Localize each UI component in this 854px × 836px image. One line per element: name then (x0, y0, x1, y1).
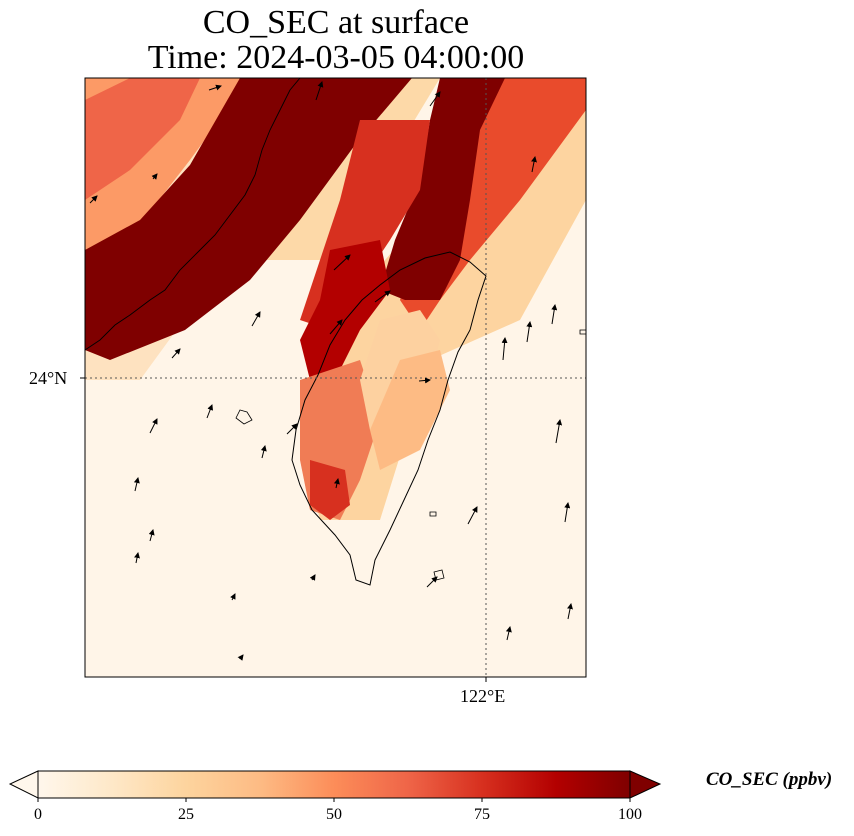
lon-tick-label: 122°E (460, 686, 506, 706)
plume-east-core (380, 78, 505, 300)
colorbar-tick-label: 0 (34, 806, 42, 823)
colorbar-extend-high (629, 770, 662, 799)
plume-strait-core (300, 240, 390, 380)
wind-arrow (148, 529, 155, 542)
colorbar-extend-low (8, 770, 39, 799)
colorbar-tick-label: 75 (474, 806, 490, 823)
chart-title-line-2: Time: 2024-03-05 04:00:00 (147, 39, 525, 76)
wind-arrow (309, 574, 316, 581)
wind-arrow (260, 445, 267, 459)
wind-vectors (89, 81, 573, 661)
mainland-coastline (84, 77, 301, 351)
wind-arrow (505, 626, 512, 641)
wind-arrow (501, 337, 508, 361)
wind-arrow (89, 195, 98, 204)
wind-arrow (230, 593, 236, 601)
plume-west-fringe (85, 78, 200, 200)
wind-arrow (418, 377, 431, 384)
wind-arrow (555, 419, 563, 444)
wind-arrow (374, 290, 391, 303)
colorbar-label: CO_SEC (ppbv) (706, 769, 833, 790)
wind-arrow (151, 173, 158, 180)
small-island (429, 511, 437, 517)
wind-arrow (315, 81, 324, 101)
wind-arrow (567, 603, 573, 620)
wind-arrow (333, 478, 340, 489)
taiwan-coastline (291, 251, 487, 586)
colorbar-tick-label: 50 (326, 806, 342, 823)
wind-arrow (531, 156, 537, 173)
wind-arrow (526, 321, 533, 343)
lat-tick-label: 24°N (29, 368, 68, 388)
plume-west-core (85, 78, 412, 360)
colorbar (37, 770, 631, 799)
wind-arrow (251, 311, 261, 327)
plume-taiwan-south (310, 460, 350, 520)
wind-arrow (467, 506, 478, 525)
wind-arrow (329, 319, 343, 335)
wind-arrow (134, 552, 140, 564)
colorbar-tick-label: 25 (178, 806, 194, 823)
wind-arrow (564, 502, 571, 523)
wind-arrow (551, 304, 558, 325)
colorbar-tick-label: 100 (618, 806, 642, 823)
wind-arrow (133, 477, 140, 492)
concentration-field (85, 78, 586, 677)
wind-arrow (206, 404, 214, 419)
wind-arrow (208, 84, 222, 91)
wind-arrow (171, 348, 181, 359)
wind-arrow (149, 418, 158, 434)
wind-arrow (286, 423, 298, 435)
wind-arrow (426, 576, 438, 588)
chart-title-line-1: CO_SEC at surface (202, 4, 470, 41)
wind-arrow (333, 254, 351, 271)
wind-arrow (237, 654, 244, 661)
wind-arrow (429, 91, 441, 107)
penghu-islands (235, 409, 253, 425)
